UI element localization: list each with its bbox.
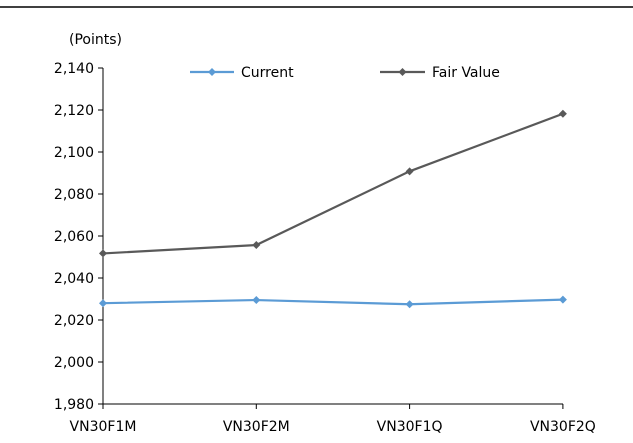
data-point-marker <box>405 167 414 176</box>
y-tick-label: 2,100 <box>54 145 94 161</box>
y-tick-label: 2,020 <box>54 313 94 329</box>
axes: 1,980 2,000 2,020 2,040 2,060 2,080 2,100 2,120… <box>54 61 596 435</box>
legend-swatch-marker <box>398 68 407 76</box>
legend: Current Fair Value <box>190 65 500 81</box>
data-point-marker <box>252 241 261 250</box>
y-tick-label: 1,980 <box>54 397 94 413</box>
data-point-marker <box>252 296 261 305</box>
y-tick-label: 2,000 <box>54 355 94 371</box>
y-unit-label: (Points) <box>69 32 122 48</box>
data-point-marker <box>99 249 107 258</box>
legend-label: Fair Value <box>432 65 500 81</box>
data-point-marker <box>558 295 567 304</box>
legend-item: Current <box>190 65 294 81</box>
series-line <box>102 298 563 306</box>
y-tick-label: 2,140 <box>54 61 94 77</box>
x-tick-label: VN30F1M <box>70 419 137 435</box>
series-fair-value <box>99 109 567 258</box>
data-point-marker <box>405 300 414 309</box>
legend-label: Current <box>241 65 294 81</box>
y-tick-label: 2,060 <box>54 229 94 245</box>
series-line <box>102 112 564 255</box>
x-tick-label: VN30F2M <box>223 419 290 435</box>
data-point-marker <box>99 299 107 308</box>
y-tick-label: 2,080 <box>54 187 94 203</box>
series-current <box>99 295 567 309</box>
x-tick-label: VN30F1Q <box>377 419 443 435</box>
legend-swatch-marker <box>208 68 216 76</box>
x-tick-label: VN30F2Q <box>530 419 596 435</box>
data-point-marker <box>558 109 567 118</box>
series-layer <box>99 109 567 309</box>
y-tick-label: 2,040 <box>54 271 94 287</box>
y-tick-label: 2,120 <box>54 103 94 119</box>
legend-item: Fair Value <box>380 65 500 81</box>
